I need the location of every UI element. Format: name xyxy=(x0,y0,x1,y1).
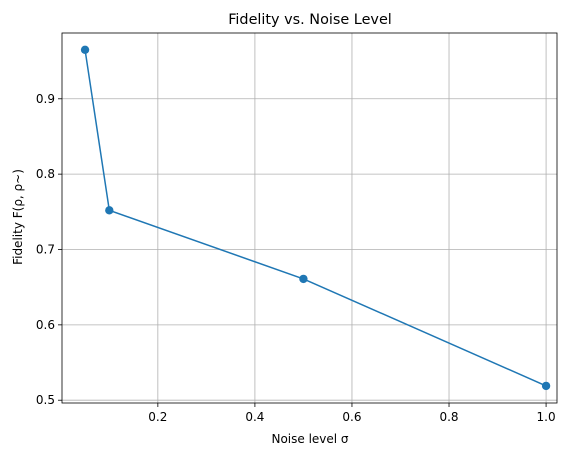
chart-title: Fidelity vs. Noise Level xyxy=(228,12,392,28)
y-tick-label: 0.8 xyxy=(36,167,55,181)
x-tick-label: 0.8 xyxy=(439,410,458,424)
data-point xyxy=(299,274,308,284)
y-tick-label: 0.7 xyxy=(36,242,55,256)
series xyxy=(80,45,551,391)
series-line xyxy=(84,49,547,387)
x-tick-label: 1.0 xyxy=(537,410,556,424)
data-point xyxy=(541,381,551,391)
y-tick-label: 0.6 xyxy=(36,318,55,332)
grid xyxy=(62,33,557,403)
plot-frame xyxy=(61,32,558,404)
x-tick-label: 0.2 xyxy=(148,410,167,424)
y-axis-label: Fidelity F(ρ, ρ~) xyxy=(11,169,25,265)
y-tick-label: 0.5 xyxy=(36,393,55,407)
data-point xyxy=(80,45,90,55)
ticks: 0.2 0.4 0.6 0.8 1.0 0.5 0.6 0.7 0.8 0.9 xyxy=(36,92,556,424)
data-point xyxy=(105,206,114,215)
x-tick-label: 0.4 xyxy=(245,410,264,424)
x-axis-label: Noise level σ xyxy=(271,432,348,446)
axes xyxy=(61,32,558,404)
x-tick-label: 0.6 xyxy=(342,410,361,424)
y-tick-label: 0.9 xyxy=(36,92,55,106)
